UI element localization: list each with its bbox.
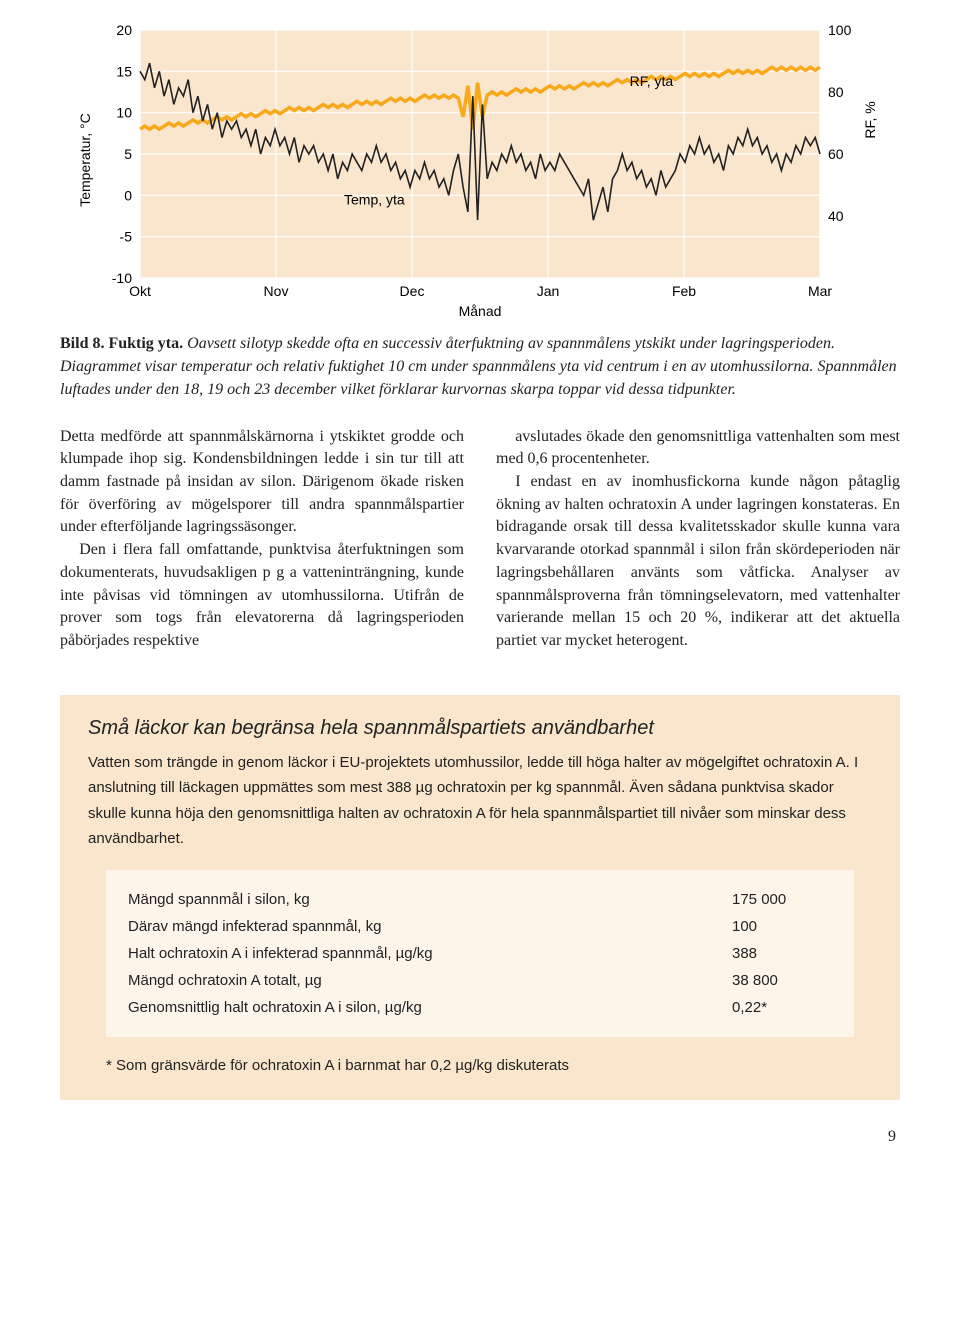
y1-axis-label: Temperatur, °C (77, 113, 93, 207)
svg-text:Mar: Mar (808, 283, 832, 299)
info-box-footnote: * Som gränsvärde för ochratoxin A i barn… (106, 1053, 854, 1079)
caption-lead: Bild 8. Fuktig yta. (60, 335, 183, 352)
svg-text:Dec: Dec (400, 283, 425, 299)
svg-text:10: 10 (116, 105, 132, 121)
chart-svg: -10-505101520 406080100 OktNovDecJanFebM… (70, 20, 890, 320)
svg-text:Okt: Okt (129, 283, 151, 299)
y2-ticks: 40 60 80 100 (828, 22, 852, 224)
svg-text:15: 15 (116, 63, 132, 79)
climate-chart: -10-505101520 406080100 OktNovDecJanFebM… (70, 20, 890, 320)
svg-text:0: 0 (124, 187, 132, 203)
caption-body: Oavsett silotyp skedde ofta en successiv… (60, 335, 897, 398)
table-cell-value: 0,22* (712, 994, 832, 1021)
table-cell-value: 175 000 (712, 886, 832, 913)
y2-axis-label: RF, % (862, 101, 878, 138)
info-box-intro: Vatten som trängde in genom läckor i EU-… (88, 750, 872, 852)
svg-text:Jan: Jan (537, 283, 560, 299)
info-box-table: Mängd spannmål i silon, kg175 000Därav m… (128, 886, 832, 1021)
svg-text:5: 5 (124, 146, 132, 162)
svg-text:Nov: Nov (264, 283, 289, 299)
body-p4: I endast en av inomhusfickorna kunde någ… (496, 471, 900, 653)
svg-text:-5: -5 (120, 229, 133, 245)
x-axis-label: Månad (459, 303, 502, 319)
svg-text:60: 60 (828, 146, 844, 162)
table-cell-value: 100 (712, 913, 832, 940)
table-cell-value: 38 800 (712, 967, 832, 994)
table-cell-label: Genomsnittlig halt ochratoxin A i silon,… (128, 994, 712, 1021)
y1-ticks: -10-505101520 (112, 22, 132, 286)
info-box-title: Små läckor kan begränsa hela spannmålspa… (88, 717, 872, 740)
page-number: 9 (60, 1128, 900, 1146)
svg-text:20: 20 (116, 22, 132, 38)
figure-caption: Bild 8. Fuktig yta. Oavsett silotyp sked… (60, 332, 900, 402)
table-cell-value: 388 (712, 940, 832, 967)
info-box: Små läckor kan begränsa hela spannmålspa… (60, 695, 900, 1101)
table-row: Mängd spannmål i silon, kg175 000 (128, 886, 832, 913)
svg-text:80: 80 (828, 84, 844, 100)
table-cell-label: Mängd ochratoxin A totalt, µg (128, 967, 712, 994)
body-p2: Den i flera fall omfattande, punktvisa å… (60, 539, 464, 653)
info-box-table-wrap: Mängd spannmål i silon, kg175 000Därav m… (106, 870, 854, 1037)
table-cell-label: Halt ochratoxin A i infekterad spannmål,… (128, 940, 712, 967)
svg-text:40: 40 (828, 208, 844, 224)
rf-series-label: RF, yta (630, 73, 674, 89)
svg-text:100: 100 (828, 22, 852, 38)
temp-series-label: Temp, yta (344, 192, 405, 208)
x-ticks: Okt Nov Dec Jan Feb Mar (129, 283, 832, 299)
table-row: Genomsnittlig halt ochratoxin A i silon,… (128, 994, 832, 1021)
body-columns: Detta medförde att spannmålskärnorna i y… (60, 426, 900, 653)
table-cell-label: Mängd spannmål i silon, kg (128, 886, 712, 913)
body-p1: Detta medförde att spannmålskärnorna i y… (60, 426, 464, 540)
table-row: Mängd ochratoxin A totalt, µg38 800 (128, 967, 832, 994)
svg-text:Feb: Feb (672, 283, 696, 299)
body-p3: avslutades ökade den genomsnittliga vatt… (496, 426, 900, 471)
table-row: Halt ochratoxin A i infekterad spannmål,… (128, 940, 832, 967)
table-row: Därav mängd infekterad spannmål, kg100 (128, 913, 832, 940)
table-cell-label: Därav mängd infekterad spannmål, kg (128, 913, 712, 940)
